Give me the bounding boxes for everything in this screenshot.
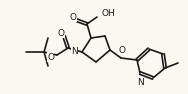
Text: O: O [58,28,64,38]
Text: O: O [118,46,126,55]
Text: OH: OH [101,9,115,19]
Text: N: N [71,47,78,56]
Text: O: O [47,53,54,61]
Text: N: N [137,78,143,87]
Text: O: O [70,13,77,22]
